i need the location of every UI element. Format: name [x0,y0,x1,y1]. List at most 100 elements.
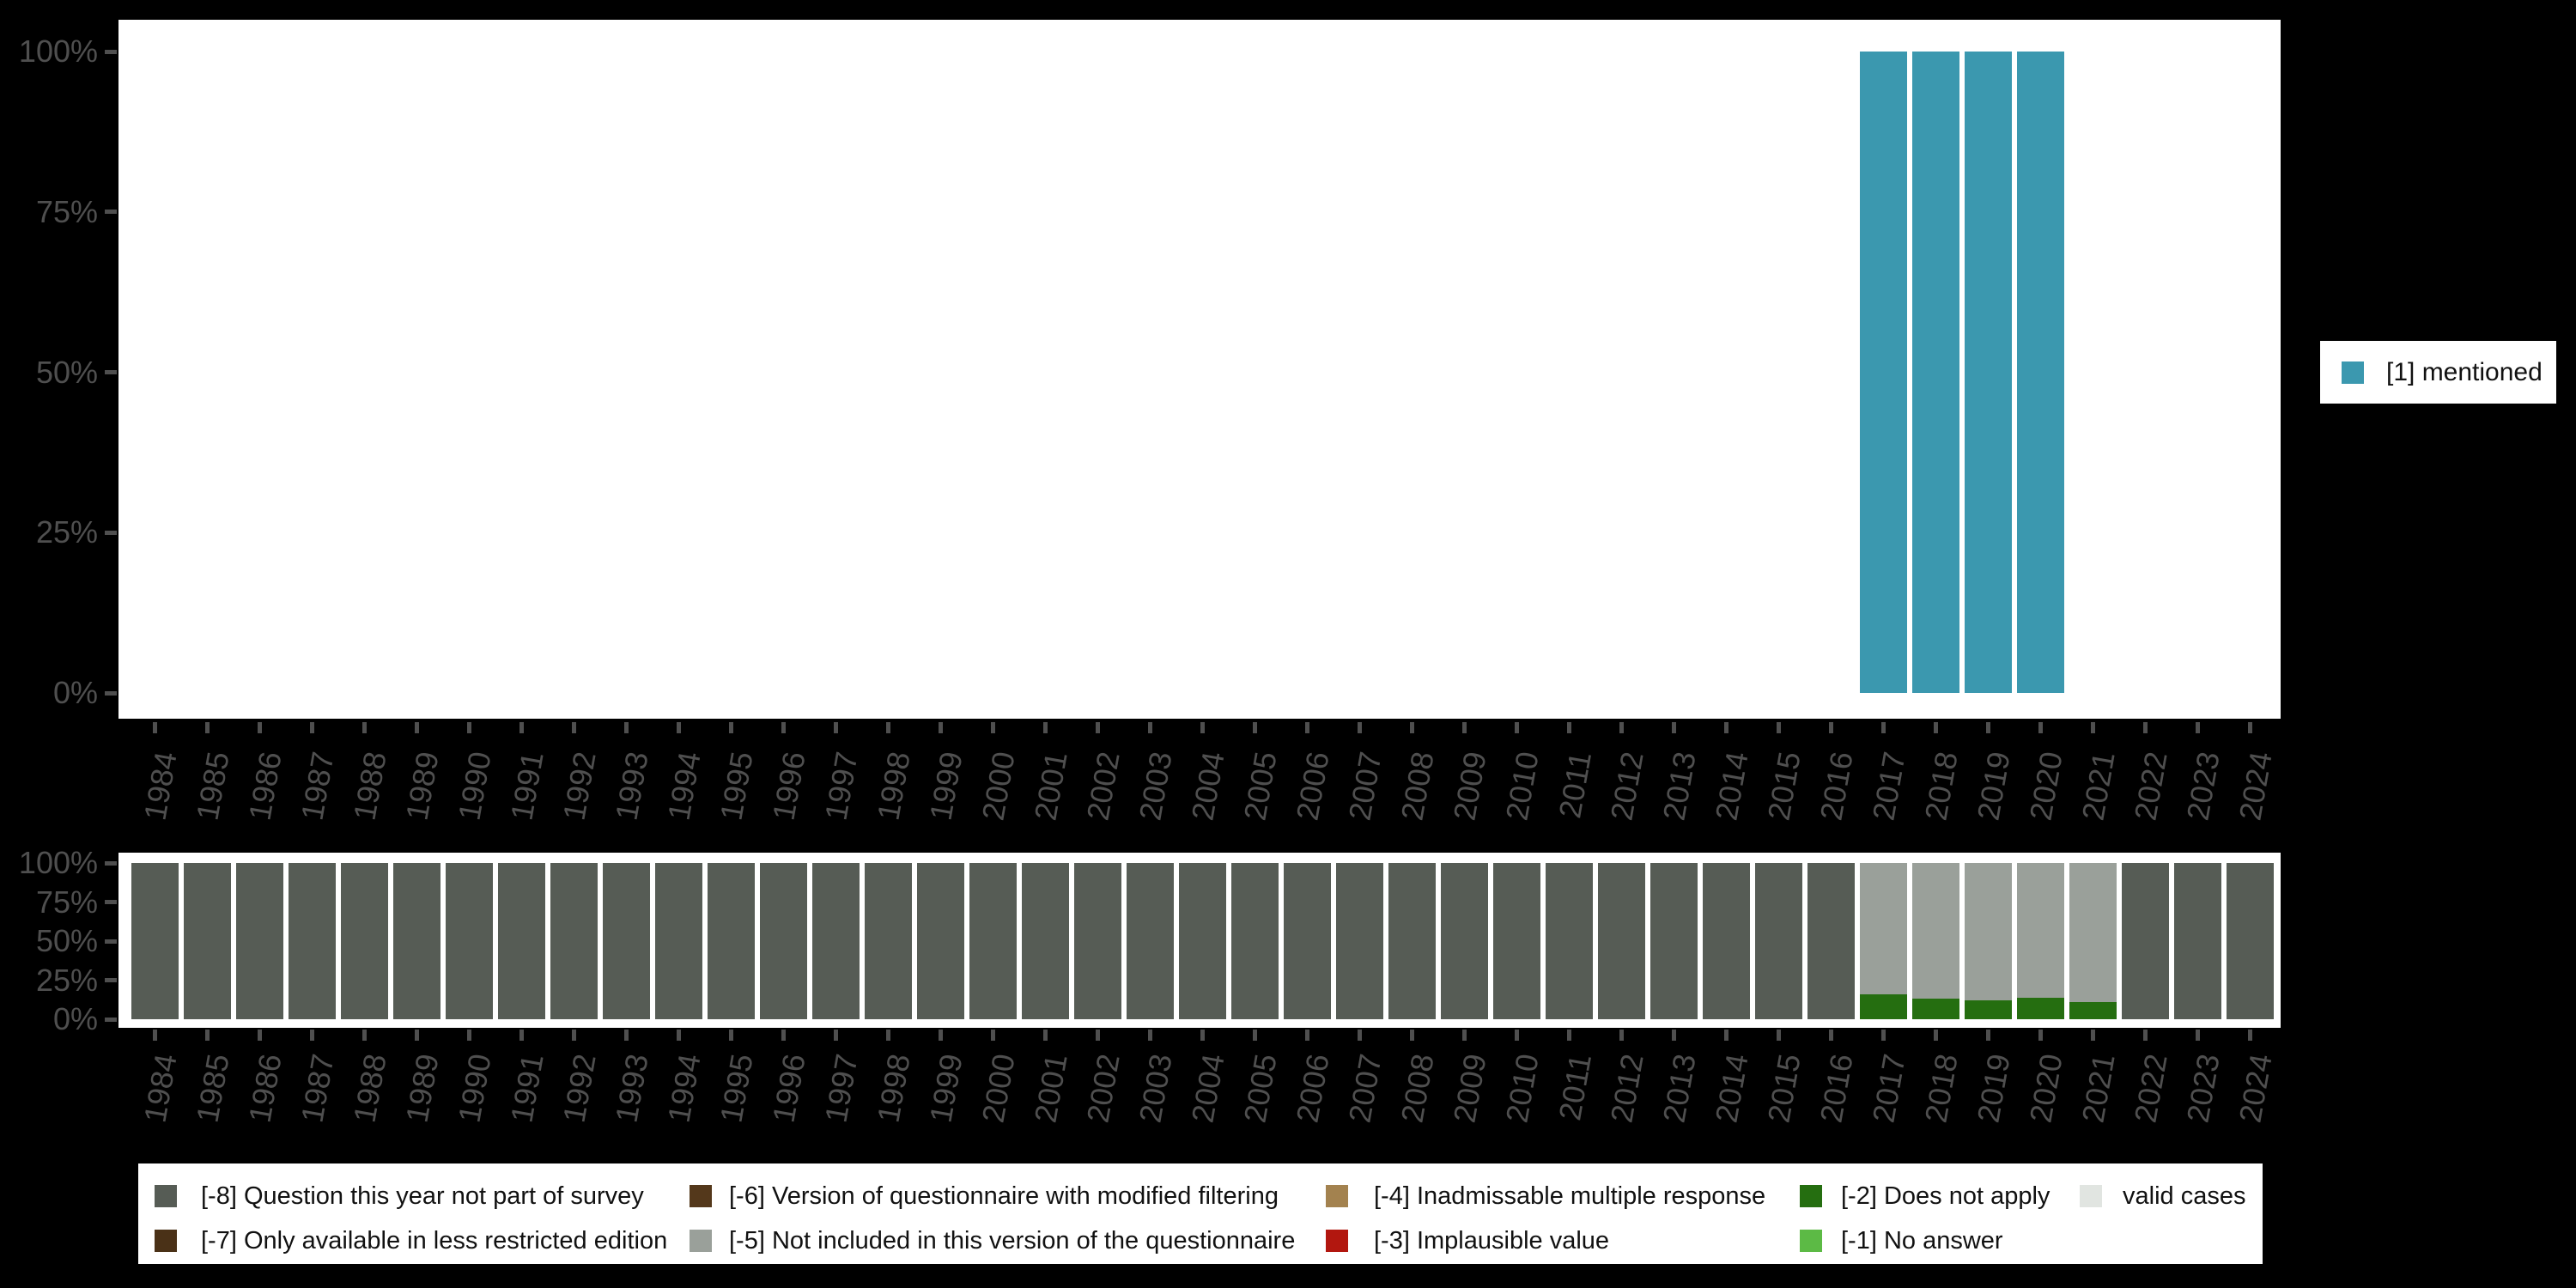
y-tick-label: 100% [18,845,98,880]
x-tick-mark [2195,1030,2200,1041]
x-tick-label: 2020 [2022,749,2069,823]
missing-bar-segment [1021,863,1069,1019]
x-tick-label: 2018 [1917,1051,1965,1126]
x-tick-mark [2090,1030,2095,1041]
x-tick-label: 2013 [1656,1051,1703,1126]
y-tick-label: 100% [18,33,98,69]
missing-bar-segment [497,863,545,1019]
x-tick-label: 2022 [2127,749,2174,823]
x-tick-mark [571,1030,576,1041]
x-tick-mark [781,722,786,733]
x-tick-mark [1619,722,1624,733]
x-tick-label: 1989 [398,1051,446,1126]
x-tick-mark [1042,1030,1048,1041]
x-tick-label: 1989 [398,749,446,823]
x-tick-label: 1986 [241,1051,289,1126]
x-tick-label: 2002 [1079,749,1127,823]
x-tick-label: 2018 [1917,749,1965,823]
x-tick-mark [623,722,629,733]
missing-bar-segment [1388,863,1436,1019]
legend-swatch-icon [1800,1230,1822,1252]
x-tick-label: 1985 [189,1051,236,1126]
missing-bar-segment [2121,863,2169,1019]
x-tick-mark [414,722,419,733]
missing-bar-segment [1073,863,1121,1019]
missing-bar-segment [1859,863,1907,994]
x-tick-mark [519,722,524,733]
x-tick-mark [1828,722,1833,733]
legend-item-label: [-1] No answer [1841,1227,2003,1255]
x-tick-label: 2008 [1394,1051,1441,1126]
x-tick-mark [152,1030,157,1041]
x-tick-mark [1095,722,1100,733]
x-tick-label: 2020 [2022,1051,2069,1126]
x-tick-mark [466,1030,471,1041]
x-tick-label: 1998 [870,749,917,823]
x-tick-label: 2016 [1813,1051,1860,1126]
missing-bar-segment [1126,863,1174,1019]
x-tick-label: 2023 [2179,749,2227,823]
x-tick-mark [414,1030,419,1041]
x-tick-label: 2006 [1289,749,1336,823]
x-tick-mark [1409,722,1414,733]
x-tick-mark [1357,722,1362,733]
series-legend: [1] mentioned [2320,341,2556,404]
x-tick-mark [2142,1030,2148,1041]
x-tick-mark [309,722,314,733]
y-tick-label: 25% [35,514,98,550]
x-tick-mark [676,722,681,733]
x-tick-label: 1997 [817,749,865,823]
x-tick-label: 2004 [1184,749,1231,823]
missing-bar-segment [1440,863,1488,1019]
x-tick-mark [1042,722,1048,733]
x-tick-label: 2005 [1236,749,1284,823]
x-tick-label: 2010 [1498,1051,1546,1126]
x-tick-mark [519,1030,524,1041]
y-tick-mark [105,900,117,904]
missing-bar-segment [759,863,807,1019]
x-tick-mark [990,722,995,733]
x-tick-mark [1514,722,1519,733]
legend-swatch-icon [1326,1185,1348,1207]
y-tick-mark [105,210,117,215]
x-tick-label: 1995 [713,749,760,823]
x-tick-label: 1990 [451,749,498,823]
mentioned-legend-label: [1] mentioned [2386,357,2543,386]
x-tick-label: 2022 [2127,1051,2174,1126]
mentioned-bar [1859,52,1907,693]
x-tick-mark [1933,722,1938,733]
missing-bar-segment [1964,863,2012,1001]
missing-bar-segment [1964,1000,2012,1019]
x-tick-label: 1993 [608,749,655,823]
x-tick-label: 2015 [1760,749,1807,823]
legend-swatch-icon [1326,1230,1348,1252]
missing-bar-segment [392,863,440,1019]
x-tick-mark [1723,722,1728,733]
x-tick-label: 2003 [1132,749,1179,823]
x-tick-label: 1998 [870,1051,917,1126]
x-tick-label: 2011 [1551,749,1598,821]
missing-bar-segment [1178,863,1226,1019]
legend-item-label: [-2] Does not apply [1841,1182,2050,1210]
x-tick-mark [1514,1030,1519,1041]
legend-swatch-icon [690,1230,712,1252]
x-tick-mark [1776,722,1781,733]
x-tick-label: 2014 [1708,749,1755,823]
x-tick-mark [361,722,367,733]
x-tick-label: 1994 [660,749,708,823]
missing-bar-segment [288,863,336,1019]
y-tick-label: 25% [35,962,98,998]
x-tick-label: 1997 [817,1051,865,1126]
missing-bar-segment [864,863,912,1019]
x-tick-mark [1880,722,1886,733]
top-chart-plot-area [118,20,2281,719]
missing-bar-segment [969,863,1017,1019]
y-tick-mark [105,1017,117,1022]
x-tick-mark [1357,1030,1362,1041]
missing-values-legend: [-8] Question this year not part of surv… [138,1163,2263,1264]
mentioned-bar [1964,52,2012,693]
x-tick-mark [1985,722,1990,733]
x-tick-label: 1996 [765,749,812,823]
y-tick-label: 75% [35,884,98,920]
x-tick-mark [833,1030,838,1041]
